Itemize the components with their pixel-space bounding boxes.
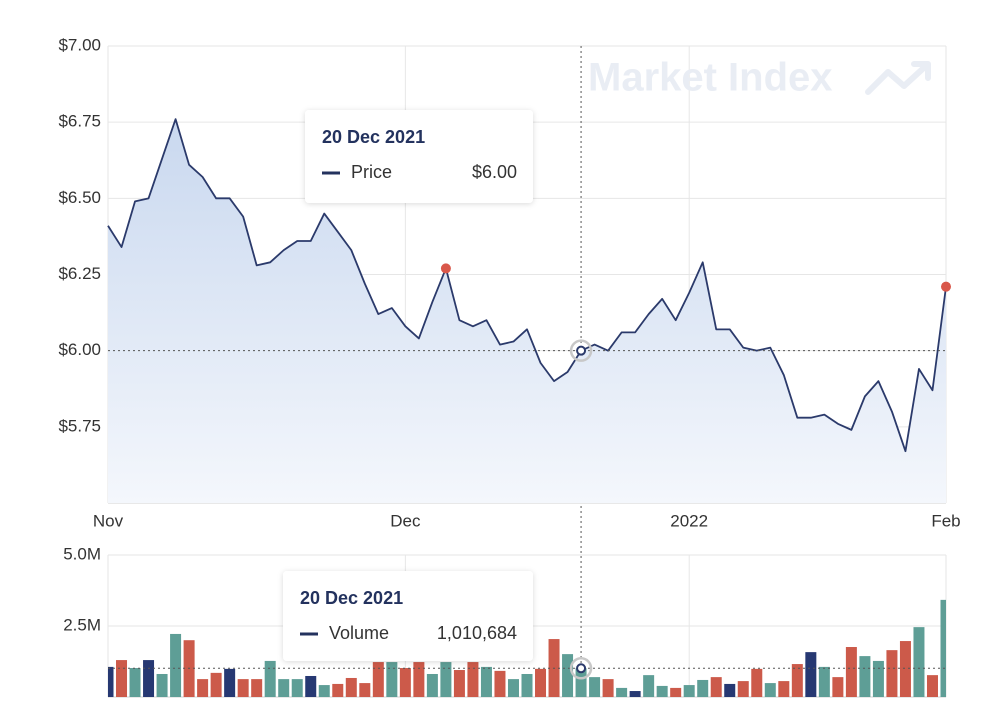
bar (724, 683, 736, 697)
bar (710, 677, 722, 697)
bar (751, 668, 763, 697)
bar (805, 652, 817, 697)
tooltip-box (283, 571, 533, 661)
y-tick-label: $6.00 (58, 340, 101, 359)
crosshair-ring (569, 657, 593, 680)
bar (305, 675, 317, 697)
bar (116, 660, 128, 697)
bar (156, 673, 168, 697)
bar (926, 675, 938, 697)
x-tick-label: 2022 (670, 511, 708, 530)
tooltip-title: 20 Dec 2021 (300, 588, 403, 608)
bar (386, 662, 398, 697)
bar (345, 677, 357, 697)
bar (832, 677, 844, 697)
bar (886, 650, 898, 697)
bar (791, 664, 803, 697)
crosshair-dot (576, 663, 587, 674)
line (107, 118, 947, 453)
crosshair-dot (576, 345, 587, 356)
bar (602, 679, 614, 697)
bar (670, 687, 682, 697)
bar (913, 627, 925, 697)
bar (170, 633, 182, 697)
bar (237, 679, 249, 697)
x-tick-label: Dec (390, 511, 421, 530)
y-tick-label: $6.75 (58, 112, 101, 131)
bar (251, 679, 263, 697)
x-tick-label: Nov (93, 511, 124, 530)
bar (426, 673, 438, 697)
bar (683, 685, 695, 697)
bar (629, 691, 641, 697)
bar (143, 660, 155, 697)
bar (332, 683, 344, 697)
bar (845, 647, 857, 697)
bar (643, 675, 655, 697)
bar (318, 685, 330, 697)
bar (575, 668, 587, 697)
tooltip-title: 20 Dec 2021 (322, 127, 425, 147)
bar (197, 679, 209, 697)
bar (778, 681, 790, 697)
bar (859, 656, 871, 697)
bar (616, 687, 628, 697)
bar (764, 683, 776, 697)
bar (521, 673, 533, 697)
bar (872, 660, 884, 697)
y-tick-label: $7.00 (58, 35, 101, 54)
bar (440, 662, 452, 697)
bar (589, 677, 601, 697)
bar (467, 662, 479, 697)
area (108, 119, 946, 504)
bar (697, 679, 709, 697)
tooltip-value: 1,010,684 (437, 623, 517, 643)
tooltip-value: $6.00 (472, 162, 517, 182)
y-tick-label: $5.75 (58, 416, 101, 435)
y-tick-label: 5.0M (63, 544, 101, 563)
bar (899, 641, 911, 697)
bar (656, 685, 668, 697)
highlight-point (941, 281, 951, 292)
bar (278, 679, 290, 697)
watermark: Market Index (588, 56, 833, 100)
x-tick-label: Feb (931, 511, 960, 530)
y-tick-label: $6.25 (58, 264, 101, 283)
bar (562, 654, 574, 697)
bar (108, 666, 114, 697)
bar (129, 668, 141, 697)
bar (940, 599, 946, 697)
bar (359, 683, 371, 697)
bar (535, 668, 547, 697)
highlight-point (440, 263, 451, 274)
bar (507, 679, 519, 697)
bar (399, 668, 411, 697)
watermark-icon (865, 61, 931, 95)
bar (210, 672, 222, 697)
bar (291, 679, 303, 697)
bar (818, 666, 830, 697)
bar (224, 668, 236, 697)
bar (372, 662, 384, 697)
y-tick-label: 2.5M (63, 615, 101, 634)
bar (480, 666, 492, 697)
bar (737, 681, 749, 697)
y-tick-label: $6.50 (58, 188, 101, 207)
bar (453, 670, 465, 697)
tooltip-label: Price (351, 162, 392, 182)
tooltip-label: Volume (329, 623, 389, 643)
bar (494, 670, 506, 697)
tooltip-box (305, 110, 533, 203)
bar (264, 660, 276, 697)
bar (413, 662, 425, 697)
crosshair-ring (569, 339, 593, 362)
